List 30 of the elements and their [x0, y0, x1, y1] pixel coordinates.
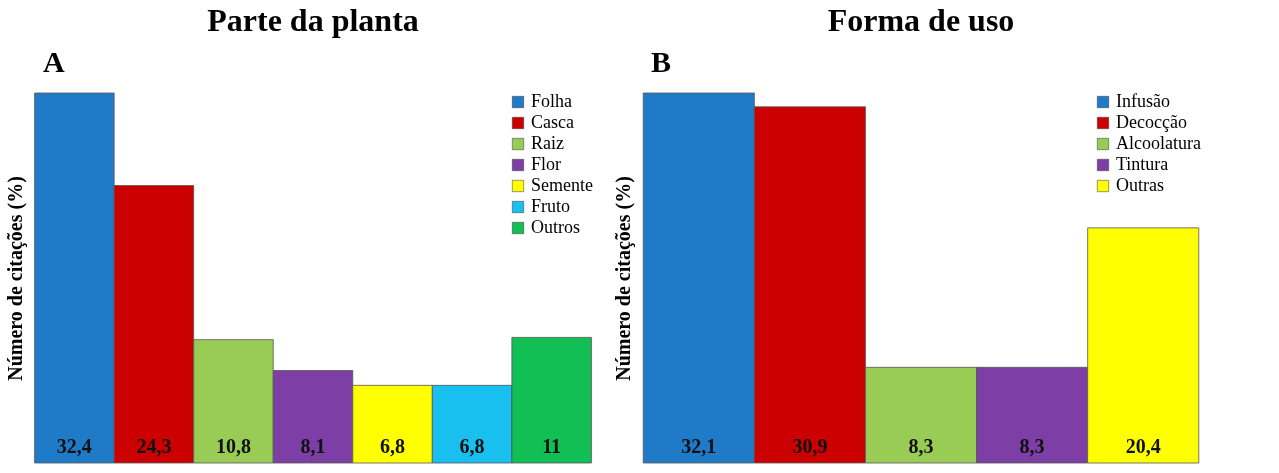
legend-label: Decocção	[1116, 112, 1187, 132]
legend-label: Fruto	[531, 196, 571, 216]
text: B	[651, 45, 672, 78]
data-label: 24,3	[136, 435, 172, 457]
legend-label: Folha	[531, 91, 573, 111]
data-label: 32,1	[681, 435, 717, 457]
data-label: 20,4	[1125, 435, 1161, 457]
legend-label: Outros	[531, 217, 580, 237]
legend-label: Tintura	[1116, 154, 1169, 174]
legend-label: Alcoolatura	[1116, 133, 1201, 153]
data-label: 30,9	[792, 435, 828, 457]
data-label: 8,3	[908, 435, 934, 457]
data-label: 8,1	[300, 435, 326, 457]
legend-label: Raiz	[531, 133, 564, 153]
data-label: 6,8	[459, 435, 485, 457]
legend-label: Flor	[531, 154, 562, 174]
legend-label: Infusão	[1116, 91, 1170, 111]
chart-title: Forma de uso	[827, 2, 1015, 38]
chart-title: Parte da planta	[207, 2, 419, 38]
data-label: 6,8	[380, 435, 406, 457]
legend-label: Semente	[531, 175, 593, 195]
y-axis-title: Número de citações (%)	[3, 176, 27, 381]
data-label: 10,8	[215, 435, 251, 457]
legend-label: Outras	[1116, 175, 1164, 195]
text: A	[43, 45, 65, 78]
legend-label: Casca	[531, 112, 574, 132]
data-label: 11	[542, 435, 562, 457]
data-label: 8,3	[1019, 435, 1045, 457]
y-axis-title: Número de citações (%)	[611, 176, 635, 381]
data-label: 32,4	[56, 435, 92, 457]
